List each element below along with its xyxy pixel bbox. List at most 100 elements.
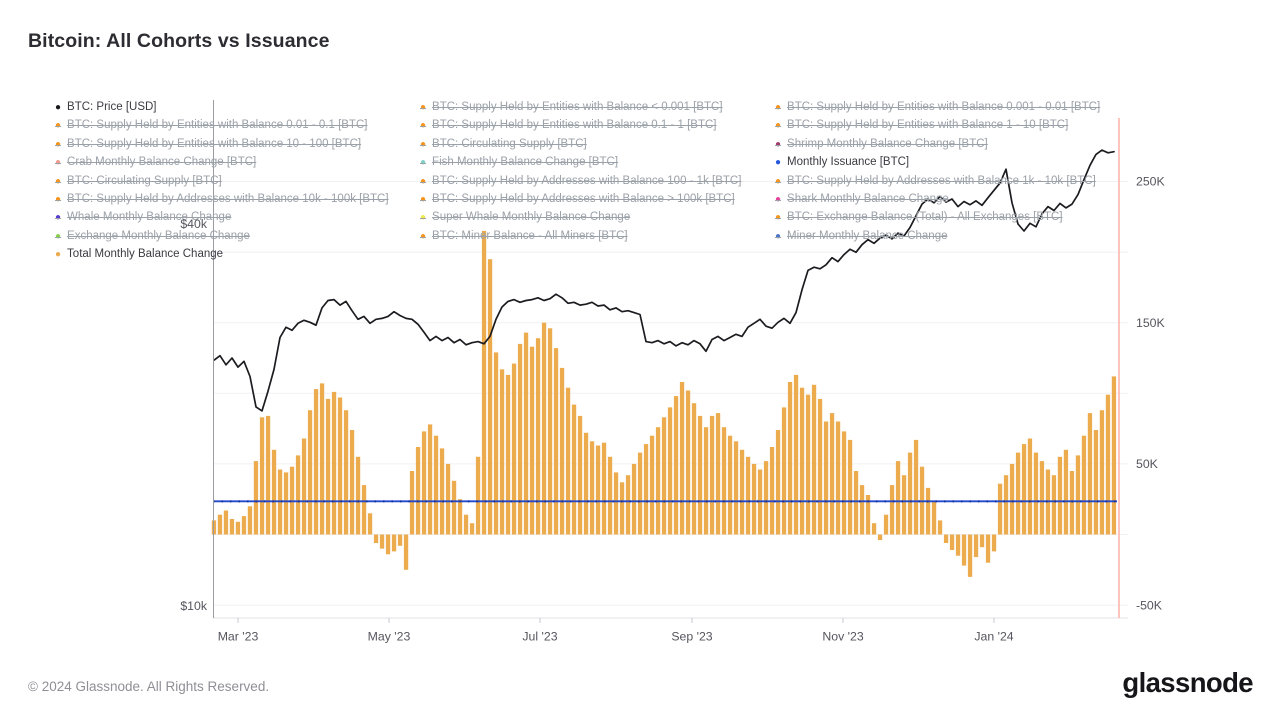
legend-item[interactable]: ● BTC: Supply Held by Addresses with Bala… [55, 190, 389, 208]
balance-bar [847, 439, 853, 535]
legend-series-dot: ● [55, 230, 62, 242]
legend-series-label: Monthly Issuance [BTC] [787, 156, 910, 169]
balance-bar [841, 431, 847, 535]
balance-bar [1087, 413, 1093, 535]
legend-item[interactable]: ● BTC: Supply Held by Addresses with Bala… [420, 172, 741, 190]
balance-bar [331, 391, 337, 535]
x-axis-label: May '23 [368, 630, 411, 644]
legend-series-dot: ● [420, 230, 427, 242]
balance-bar [655, 427, 661, 535]
legend-item[interactable]: ● Total Monthly Balance Change [55, 245, 389, 263]
balance-bar [943, 534, 949, 543]
legend-item[interactable]: ● BTC: Circulating Supply [BTC] [55, 172, 389, 190]
legend-series-dot: ● [775, 102, 782, 113]
legend-item[interactable]: ● BTC: Supply Held by Entities with Balan… [420, 116, 741, 134]
balance-bar [415, 447, 421, 535]
balance-bar [241, 516, 247, 535]
balance-bar [1063, 449, 1069, 535]
balance-bar [499, 369, 505, 535]
legend-item[interactable]: ● BTC: Price [USD] [55, 98, 389, 116]
x-axis-label: Mar '23 [218, 630, 259, 644]
legend-item[interactable]: ● BTC: Supply Held by Entities with Balan… [775, 116, 1100, 134]
balance-bar [763, 461, 769, 535]
legend-item[interactable]: ● Shrimp Monthly Balance Change [BTC] [775, 135, 1100, 153]
legend-series-dot: ● [775, 157, 782, 169]
balance-bar [967, 534, 973, 577]
balance-bar [739, 449, 745, 535]
balance-bar [781, 407, 787, 535]
legend-item[interactable]: ● BTC: Supply Held by Entities with Balan… [55, 116, 389, 134]
balance-bar [697, 415, 703, 535]
balance-bar [265, 415, 271, 535]
balance-bar [865, 495, 871, 535]
balance-bar [709, 415, 715, 535]
legend-item[interactable]: ● BTC: Supply Held by Addresses with Bala… [775, 172, 1100, 190]
legend-item[interactable]: ● BTC: Circulating Supply [BTC] [420, 135, 741, 153]
balance-bar [457, 499, 463, 535]
balance-bar [601, 442, 607, 535]
balance-bar [1081, 435, 1087, 535]
legend-series-label: BTC: Circulating Supply [BTC] [67, 174, 222, 187]
balance-bar [1021, 444, 1027, 535]
balance-bar [361, 485, 367, 535]
legend-item[interactable]: ● Exchange Monthly Balance Change [55, 227, 389, 245]
legend-series-dot: ● [775, 212, 782, 224]
balance-bar [1057, 456, 1063, 535]
legend-series-label: Whale Monthly Balance Change [67, 211, 232, 224]
balance-bar [991, 534, 997, 552]
balance-bar [877, 534, 883, 541]
balance-bar [565, 387, 571, 535]
legend-item[interactable]: ● BTC: Supply Held by Entities with Balan… [420, 98, 741, 116]
glassnode-logo: glassnode [1122, 667, 1253, 698]
right-axis-label: -50K [1136, 598, 1163, 612]
legend-item[interactable]: ● BTC: Supply Held by Addresses with Bala… [420, 190, 741, 208]
balance-bar [1051, 475, 1057, 535]
balance-bar [367, 513, 373, 535]
balance-bar [961, 534, 967, 566]
balance-bar [625, 475, 631, 535]
legend-column-1: ● BTC: Price [USD] ● BTC: Supply Held by En… [55, 98, 389, 264]
legend-item[interactable]: ● Miner Monthly Balance Change [775, 227, 1100, 245]
legend-item[interactable]: ● BTC: Exchange Balance (Total) - All Exc… [775, 208, 1100, 226]
bars-total-monthly-balance-change [211, 230, 1117, 577]
legend-item[interactable]: ● Crab Monthly Balance Change [BTC] [55, 153, 389, 171]
balance-bar [337, 397, 343, 535]
balance-bar [493, 352, 499, 535]
legend-series-label: BTC: Miner Balance - All Miners [BTC] [432, 229, 628, 242]
x-axis-label: Jul '23 [522, 630, 557, 644]
balance-bar [475, 456, 481, 535]
legend-column-2: ● BTC: Supply Held by Entities with Balan… [420, 98, 741, 245]
legend-item[interactable]: ● BTC: Supply Held by Entities with Balan… [55, 135, 389, 153]
balance-bar [787, 382, 793, 535]
balance-bar [445, 463, 451, 535]
legend-item[interactable]: ● BTC: Miner Balance - All Miners [BTC] [420, 227, 741, 245]
legend-item[interactable]: ● Monthly Issuance [BTC] [775, 153, 1100, 171]
legend-series-dot: ● [55, 212, 62, 224]
legend-item[interactable]: ● Fish Monthly Balance Change [BTC] [420, 153, 741, 171]
balance-bar [979, 534, 985, 548]
legend-series-label: BTC: Supply Held by Addresses with Balan… [432, 192, 735, 205]
balance-bar [721, 427, 727, 535]
legend-series-dot: ● [55, 249, 62, 261]
balance-bar [955, 534, 961, 556]
balance-bar [325, 398, 331, 535]
legend-series-dot: ● [775, 193, 782, 205]
legend-item[interactable]: ● Super Whale Monthly Balance Change [420, 208, 741, 226]
balance-bar [925, 487, 931, 535]
legend-item[interactable]: ● Shark Monthly Balance Change [775, 190, 1100, 208]
balance-bar [529, 346, 535, 535]
legend-series-label: BTC: Supply Held by Entities with Balanc… [432, 101, 723, 113]
balance-bar [253, 461, 259, 535]
legend-item[interactable]: ● Whale Monthly Balance Change [55, 208, 389, 226]
balance-bar [409, 471, 415, 535]
balance-bar [685, 390, 691, 535]
balance-bar [481, 230, 487, 535]
balance-bar [613, 472, 619, 535]
legend-series-label: BTC: Supply Held by Entities with Balanc… [67, 119, 368, 132]
balance-bar [595, 445, 601, 535]
balance-bar [313, 389, 319, 535]
balance-bar [349, 430, 355, 535]
legend-item[interactable]: ● BTC: Supply Held by Entities with Balan… [775, 98, 1100, 116]
legend-series-label: BTC: Supply Held by Entities with Balanc… [432, 119, 717, 132]
